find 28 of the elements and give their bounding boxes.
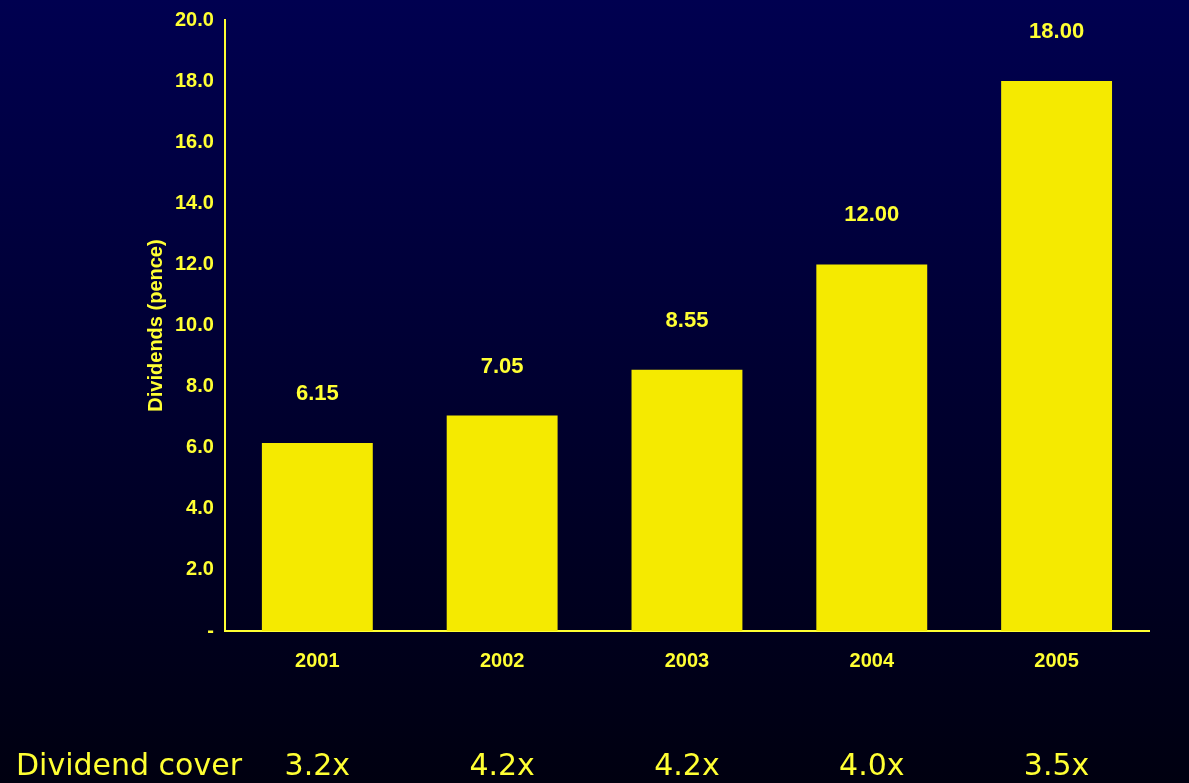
y-tick-label: 14.0 — [174, 190, 214, 213]
y-tick-label: 8.0 — [186, 374, 214, 397]
text: 4.0x — [839, 747, 905, 782]
x-tick-label: 2003 — [664, 648, 710, 671]
y-tick-label: 10.0 — [174, 313, 214, 336]
text: 3.5x — [1023, 747, 1090, 782]
text: 4.2x — [469, 747, 535, 782]
y-tick-label: 20.0 — [174, 7, 214, 30]
text: 3.2x — [284, 747, 351, 782]
data-label: 12.00 — [844, 201, 900, 227]
text: Dividend cover — [16, 747, 243, 782]
y-axis-title: Dividends (pence) — [143, 239, 166, 412]
y-tick-label: 12.0 — [174, 251, 214, 274]
y-tick-label: 6.0 — [186, 435, 214, 458]
data-label: 6.15 — [295, 380, 339, 406]
data-label: 7.05 — [480, 352, 524, 378]
y-tick-label: 4.0 — [186, 496, 214, 519]
x-tick-label: 2004 — [849, 648, 895, 671]
y-tick-label: - — [207, 618, 214, 641]
data-label: 18.00 — [1029, 18, 1085, 44]
x-tick-label: 2005 — [1034, 648, 1079, 671]
y-tick-label: 2.0 — [186, 557, 214, 580]
y-tick-label: 16.0 — [174, 129, 214, 152]
x-tick-label: 2001 — [295, 648, 340, 671]
x-tick-label: 2002 — [479, 648, 525, 671]
y-tick-label: 18.0 — [174, 68, 214, 91]
data-label: 8.55 — [665, 306, 709, 332]
text: 4.2x — [654, 747, 720, 782]
